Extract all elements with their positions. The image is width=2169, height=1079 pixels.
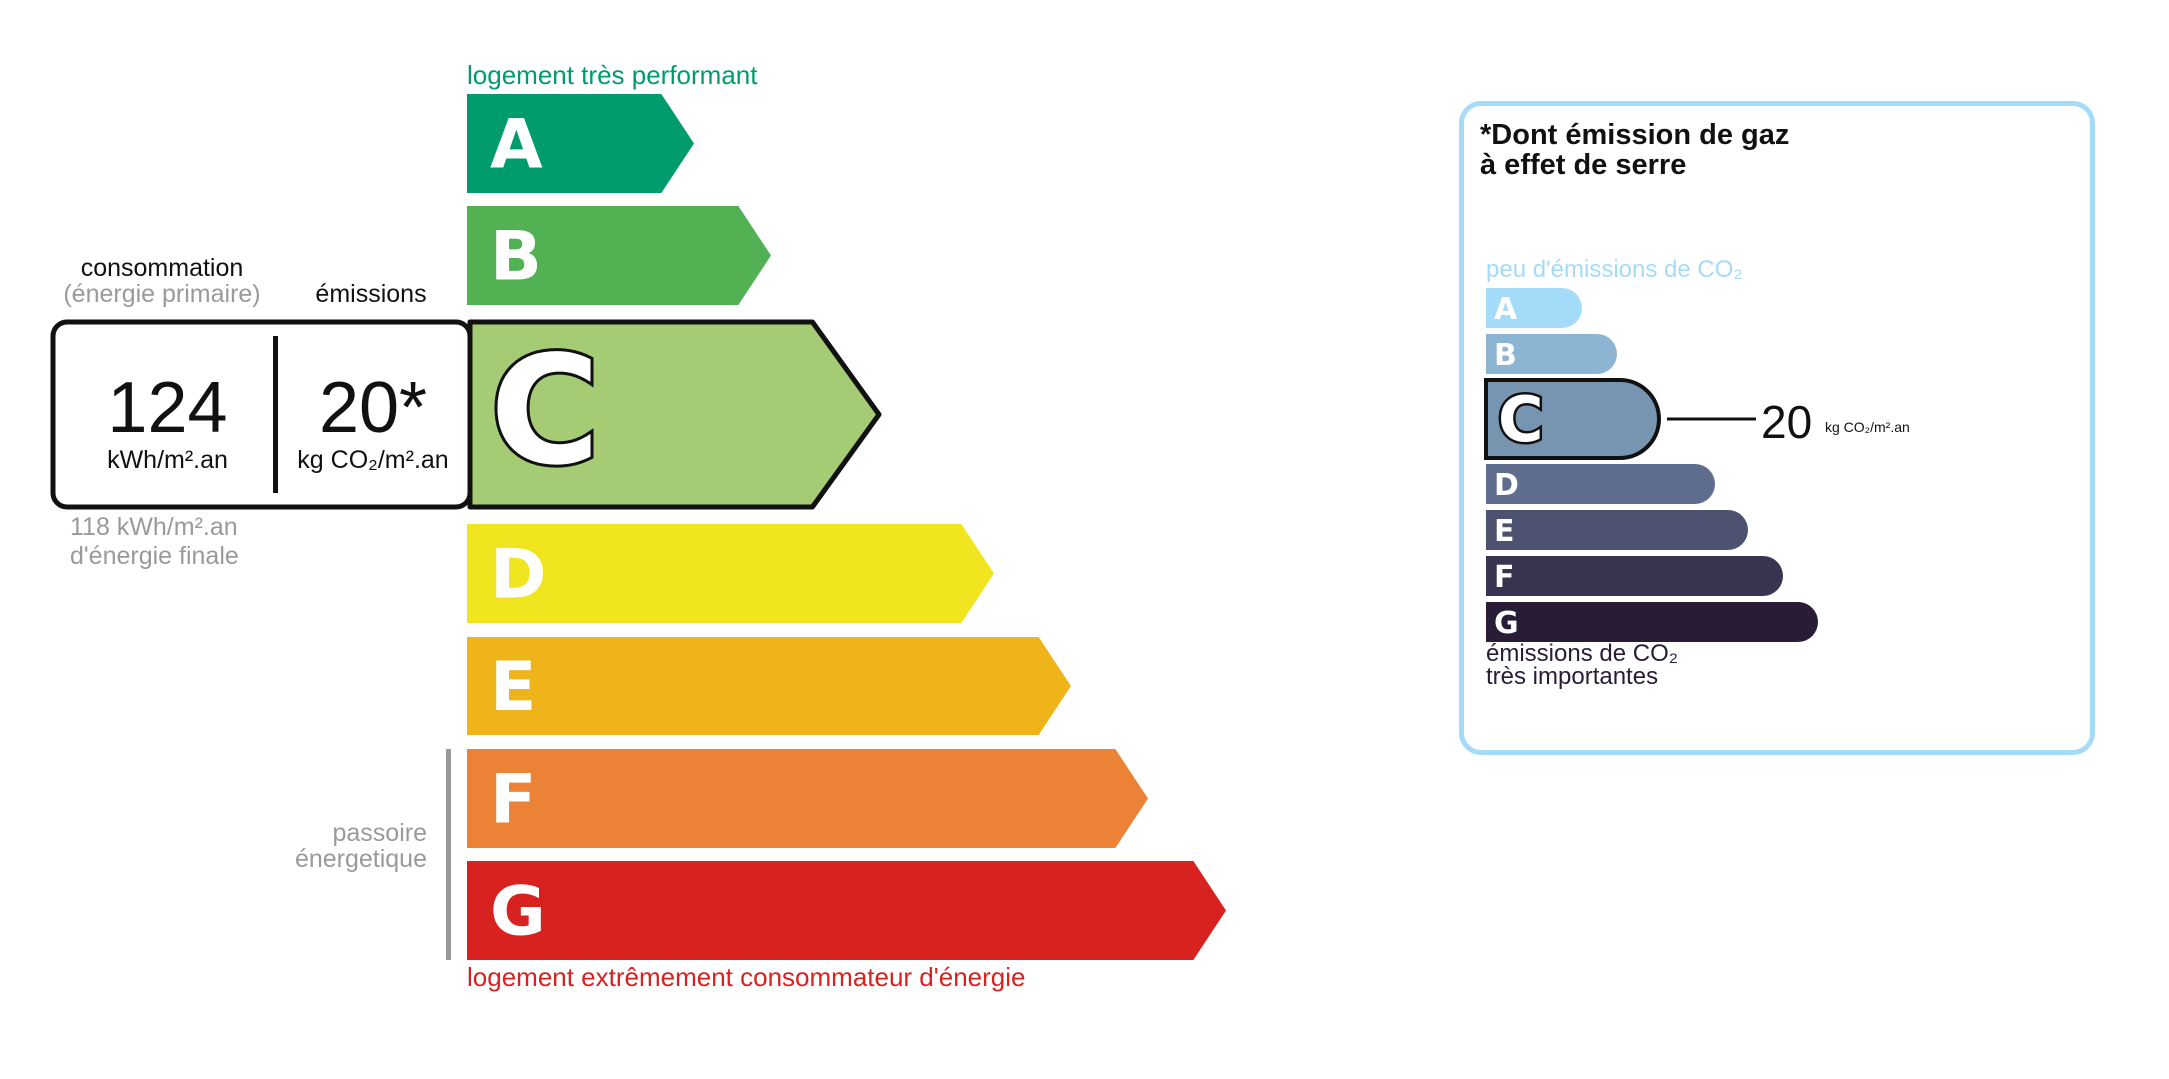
emissions-unit: kg CO₂/m².an bbox=[297, 446, 449, 474]
dpe-letter: A bbox=[490, 106, 543, 185]
dpe-bar bbox=[467, 749, 1148, 848]
dpe-class-b: B bbox=[467, 206, 771, 305]
ges-class-a: A bbox=[1486, 288, 1582, 328]
ges-class-c: C bbox=[1484, 378, 1756, 460]
ges-letter: D bbox=[1494, 468, 1519, 503]
dpe-bar bbox=[467, 861, 1226, 960]
dpe-class-d: D bbox=[467, 524, 994, 623]
ges-bar bbox=[1486, 334, 1617, 374]
consumption-heading: consommation bbox=[80, 254, 244, 282]
ges-class-g: G bbox=[1486, 602, 1818, 642]
dpe-top-caption: logement très performant bbox=[467, 60, 758, 90]
ges-panel bbox=[1459, 101, 2095, 755]
ges-value: 20 bbox=[1761, 396, 1813, 448]
ges-top-caption: peu d'émissions de CO₂ bbox=[1486, 256, 1743, 283]
ges-bar bbox=[1486, 602, 1818, 642]
dpe-bar bbox=[467, 637, 1071, 735]
emissions-value: 20* bbox=[318, 368, 428, 448]
dpe-class-c: C bbox=[50, 319, 882, 510]
passoire-label: passoire énergetique bbox=[295, 820, 427, 872]
dpe-class-f: F bbox=[467, 749, 1148, 848]
consumption-unit: kWh/m².an bbox=[107, 446, 228, 474]
dpe-letter: C bbox=[490, 325, 600, 499]
ges-title: *Dont émission de gaz à effet de serre bbox=[1480, 120, 1789, 180]
dpe-letter: D bbox=[490, 536, 546, 615]
ges-letter: F bbox=[1494, 560, 1515, 595]
ges-class-b: B bbox=[1486, 334, 1617, 374]
value-divider bbox=[273, 336, 278, 493]
ges-letter: B bbox=[1494, 338, 1517, 373]
ges-letter: E bbox=[1494, 514, 1515, 549]
dpe-letter: B bbox=[490, 218, 542, 297]
passoire-divider bbox=[446, 749, 451, 960]
ges-class-e: E bbox=[1486, 510, 1748, 550]
ges-bar bbox=[1486, 556, 1783, 596]
dpe-letter: E bbox=[490, 648, 536, 727]
dpe-class-e: E bbox=[467, 637, 1071, 735]
dpe-class-a: A bbox=[467, 94, 694, 193]
ges-bar bbox=[1484, 378, 1661, 460]
ges-class-d: D bbox=[1486, 464, 1715, 504]
ges-bar bbox=[1486, 288, 1582, 328]
passoire-label-line1: passoire bbox=[332, 819, 428, 847]
dpe-class-g: G bbox=[467, 861, 1226, 960]
dpe-bottom-caption: logement extrêmement consommateur d'éner… bbox=[467, 962, 1026, 992]
ges-title-line2: à effet de serre bbox=[1480, 149, 1687, 181]
ges-bar bbox=[1486, 464, 1715, 504]
ges-letter: C bbox=[1498, 383, 1544, 456]
dpe-letter: F bbox=[490, 761, 536, 840]
ges-title-line1: *Dont émission de gaz bbox=[1480, 119, 1790, 151]
dpe-letter: G bbox=[490, 873, 546, 952]
emissions-heading: émissions bbox=[315, 280, 427, 308]
passoire-label-line2: énergetique bbox=[294, 845, 427, 873]
ges-bottom-caption-line2: très importantes bbox=[1486, 663, 1659, 690]
final-energy-value: 118 kWh/m².an bbox=[70, 513, 238, 541]
consumption-value: 124 bbox=[107, 368, 228, 448]
consumption-subheading: (énergie primaire) bbox=[63, 280, 261, 308]
ges-letter: G bbox=[1494, 606, 1519, 641]
ges-bar bbox=[1486, 510, 1748, 550]
final-energy-label: d'énergie finale bbox=[70, 542, 239, 570]
ges-letter: A bbox=[1494, 292, 1518, 327]
dpe-bar bbox=[467, 94, 694, 193]
dpe-bar bbox=[467, 206, 771, 305]
ges-bottom-caption-line1: émissions de CO₂ bbox=[1486, 640, 1679, 667]
dpe-bar bbox=[467, 524, 994, 623]
ges-unit: kg CO₂/m².an bbox=[1825, 419, 1910, 435]
ges-class-f: F bbox=[1486, 556, 1783, 596]
ges-bottom-caption: émissions de CO₂ très importantes bbox=[1486, 640, 1679, 690]
current-class-value-box: 124 kWh/m².an 20* kg CO₂/m².an bbox=[53, 322, 470, 507]
